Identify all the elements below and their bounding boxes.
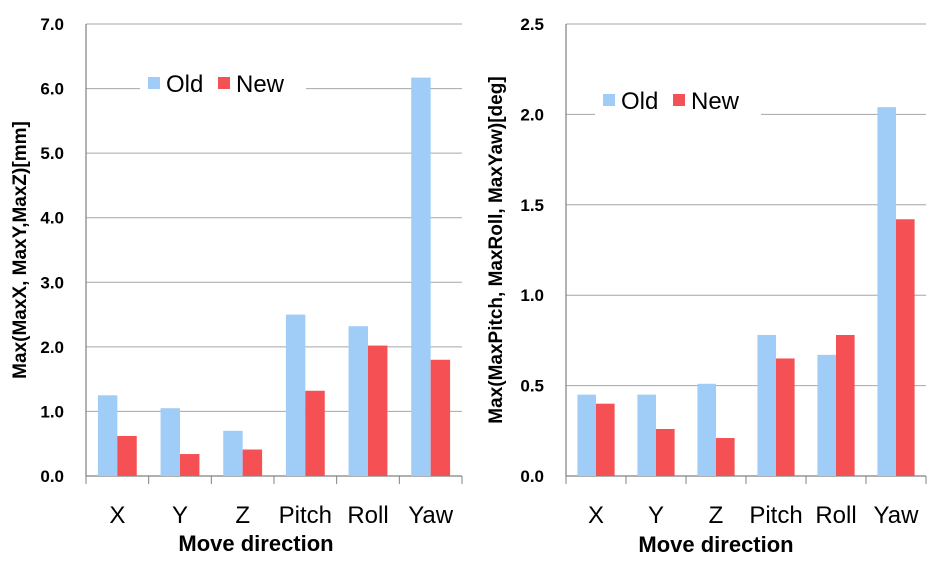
y-tick-label: 2.0 bbox=[520, 105, 544, 124]
legend-swatch-old bbox=[603, 94, 615, 106]
y-tick-label: 1.0 bbox=[520, 286, 544, 305]
bar-new-roll bbox=[368, 345, 388, 476]
bar-new-y bbox=[656, 428, 675, 476]
x-category-label: X bbox=[109, 502, 125, 529]
y-tick-label: 0.0 bbox=[520, 467, 544, 486]
legend-swatch-old bbox=[148, 77, 160, 89]
x-category-label: Pitch bbox=[279, 502, 332, 529]
chart-right-max-rotation: 0.0 0.5 1.0 1.5 2.0 2.5 X Y Z Pitch Roll Yaw Move di… bbox=[486, 15, 927, 557]
x-category-label: Z bbox=[235, 502, 250, 529]
bar-new-pitch bbox=[776, 358, 795, 476]
x-category-label: Pitch bbox=[749, 502, 802, 529]
x-category-label: Y bbox=[172, 502, 188, 529]
x-category-label: Yaw bbox=[874, 502, 920, 529]
bar-new-z bbox=[242, 449, 263, 476]
bar-old-yaw bbox=[411, 77, 431, 476]
bar-new-yaw bbox=[430, 359, 451, 476]
bar-old-yaw bbox=[877, 107, 896, 476]
bar-old-pitch bbox=[757, 334, 776, 476]
legend-label-new: New bbox=[691, 88, 740, 115]
chart-left-max-translation: 0.0 1.0 2.0 3.0 4.0 5.0 6.0 7.0 X Y Z Pitch Roll Yaw M… bbox=[10, 15, 463, 556]
x-category-label: Z bbox=[709, 502, 724, 529]
bar-old-roll bbox=[348, 326, 368, 476]
y-axis-title: Max(MaxX, MaxY,MaxZ)[mm] bbox=[10, 121, 31, 379]
x-axis-title: Move direction bbox=[638, 532, 793, 557]
y-axis-title: Max(MaxPitch, MaxRoll, MaxYaw)[deg] bbox=[486, 76, 507, 423]
bar-new-x bbox=[596, 403, 615, 476]
y-tick-label: 1.5 bbox=[520, 196, 544, 215]
bar-new-yaw bbox=[896, 219, 915, 476]
legend-label-new: New bbox=[236, 71, 285, 98]
bar-old-z bbox=[697, 383, 716, 476]
bar-old-y bbox=[637, 394, 656, 476]
bar-new-y bbox=[180, 454, 200, 476]
x-category-label: Roll bbox=[815, 502, 856, 529]
y-tick-label: 1.0 bbox=[40, 402, 64, 421]
y-tick-label: 0.0 bbox=[40, 467, 64, 486]
bar-new-x bbox=[117, 435, 137, 476]
legend-label-old: Old bbox=[621, 88, 658, 115]
x-category-label: Y bbox=[648, 502, 664, 529]
bar-old-z bbox=[223, 430, 243, 476]
x-category-label: Yaw bbox=[408, 502, 454, 529]
bar-old-roll bbox=[817, 354, 836, 476]
y-tick-label: 3.0 bbox=[40, 273, 64, 292]
legend-swatch-new bbox=[218, 77, 230, 89]
legend-label-old: Old bbox=[166, 71, 203, 98]
bar-old-x bbox=[577, 394, 596, 476]
y-tick-label: 2.5 bbox=[520, 15, 544, 34]
y-tick-label: 0.5 bbox=[520, 377, 544, 396]
bar-new-pitch bbox=[305, 390, 325, 476]
y-tick-label: 7.0 bbox=[40, 15, 64, 34]
y-tick-label: 4.0 bbox=[40, 209, 64, 228]
bar-old-pitch bbox=[285, 314, 306, 476]
x-category-label: X bbox=[588, 502, 604, 529]
bar-new-roll bbox=[836, 334, 855, 476]
y-tick-label: 2.0 bbox=[40, 338, 64, 357]
bar-old-y bbox=[160, 408, 180, 476]
x-axis-title: Move direction bbox=[178, 531, 333, 556]
y-tick-label: 5.0 bbox=[40, 144, 64, 163]
x-category-label: Roll bbox=[347, 502, 388, 529]
bar-old-x bbox=[97, 395, 118, 476]
y-tick-label: 6.0 bbox=[40, 80, 64, 99]
legend-swatch-new bbox=[673, 94, 685, 106]
bar-new-z bbox=[716, 438, 735, 476]
